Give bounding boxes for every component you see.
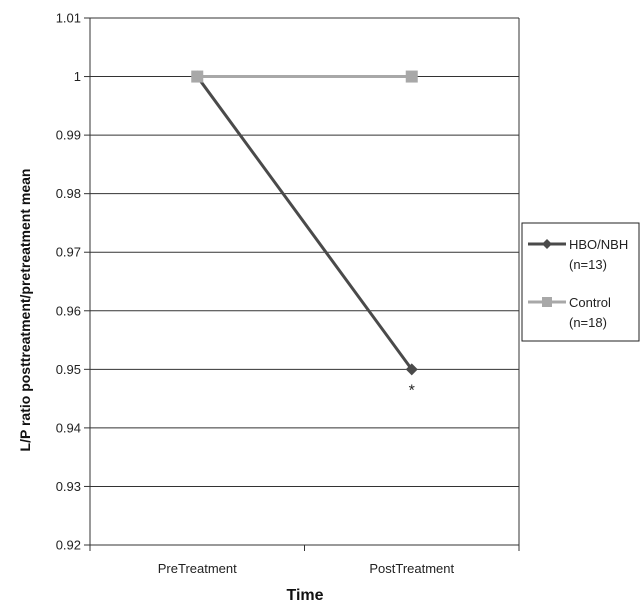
y-tick-label: 0.97: [56, 245, 81, 260]
significance-asterisk: *: [409, 382, 415, 399]
y-tick-label: 1.01: [56, 11, 81, 26]
y-tick-label: 0.96: [56, 303, 81, 318]
legend-label-count: (n=13): [569, 257, 607, 272]
y-tick-label: 0.92: [56, 538, 81, 553]
x-tick-label: PostTreatment: [369, 561, 454, 576]
axes: [84, 17, 520, 551]
y-axis-title: L/P ratio posttreatment/pretreatment mea…: [17, 169, 33, 452]
legend: HBO/NBH (n=13) Control (n=18): [521, 222, 640, 342]
legend-label: Control: [569, 295, 611, 310]
legend-label: HBO/NBH: [569, 237, 628, 252]
y-tick-label: 0.94: [56, 420, 81, 435]
x-tick-labels: PreTreatment PostTreatment: [158, 561, 455, 576]
legend-label-count: (n=18): [569, 315, 607, 330]
annotations: *: [409, 382, 415, 399]
x-axis-title: Time: [286, 587, 323, 602]
y-tick-label: 0.98: [56, 186, 81, 201]
y-tick-labels: 0.92 0.93 0.94 0.95 0.96 0.97 0.98 0.99 1 1.01: [56, 11, 81, 553]
data-point-square: [191, 70, 204, 83]
data-point-square: [405, 70, 418, 83]
series-line-0: [196, 75, 413, 371]
legend-marker-square: [542, 297, 552, 307]
series-lines: [191, 70, 418, 376]
y-tick-label: 0.93: [56, 479, 81, 494]
y-tick-label: 1: [74, 69, 81, 84]
legend-marker-diamond: [542, 239, 552, 249]
y-tick-label: 0.95: [56, 362, 81, 377]
x-tick-label: PreTreatment: [158, 561, 237, 576]
data-point-diamond: [405, 363, 418, 376]
y-tick-label: 0.99: [56, 128, 81, 143]
grid-lines: [90, 17, 519, 546]
